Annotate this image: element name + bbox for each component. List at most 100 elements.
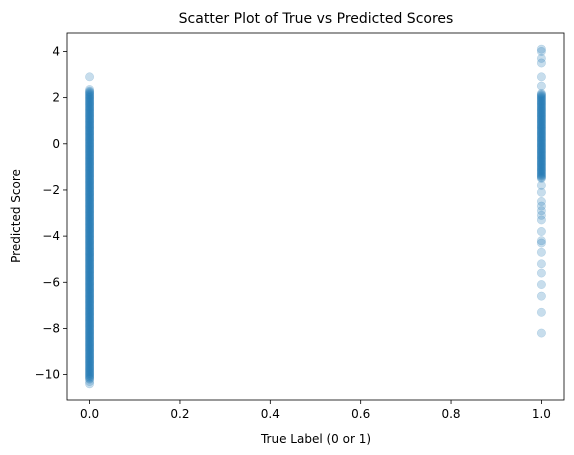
data-point — [85, 288, 95, 298]
data-point — [85, 95, 95, 104]
data-point — [85, 116, 95, 126]
plot-area — [66, 32, 565, 401]
data-point — [536, 169, 546, 179]
data-point — [85, 125, 95, 135]
data-point — [85, 193, 95, 203]
data-point — [85, 185, 95, 195]
data-point — [85, 314, 95, 324]
data-point — [536, 95, 546, 105]
data-point — [85, 243, 95, 253]
data-point — [85, 328, 95, 338]
data-point — [85, 206, 95, 216]
data-point — [85, 232, 95, 242]
data-point — [85, 97, 95, 107]
data-point — [536, 115, 546, 125]
x-tick-label: 0.2 — [170, 407, 189, 421]
data-point — [85, 86, 95, 96]
data-point — [85, 186, 95, 196]
data-point — [85, 211, 95, 221]
data-point — [536, 167, 546, 177]
data-point — [536, 201, 546, 211]
data-point — [85, 354, 95, 364]
data-point — [85, 270, 95, 280]
data-point — [85, 123, 95, 133]
data-point — [536, 121, 546, 131]
data-point — [85, 242, 95, 252]
data-point — [536, 81, 546, 91]
y-axis-label: Predicted Score — [9, 169, 23, 263]
data-point — [85, 187, 95, 197]
data-point — [85, 204, 95, 214]
data-point — [536, 89, 546, 99]
data-point — [85, 131, 95, 140]
y-tick-label: 2 — [52, 91, 60, 105]
data-point — [85, 157, 95, 167]
data-point — [85, 141, 95, 151]
data-point — [85, 138, 95, 148]
data-point — [85, 222, 95, 232]
data-point — [85, 205, 95, 215]
data-point — [85, 131, 95, 141]
data-point — [85, 259, 95, 269]
data-point — [85, 348, 95, 358]
y-tick-label: −10 — [35, 368, 60, 382]
data-point — [85, 300, 95, 310]
data-point — [85, 358, 95, 368]
data-point — [536, 180, 546, 190]
data-point — [85, 280, 95, 290]
data-point — [85, 342, 95, 352]
data-point — [85, 191, 95, 200]
data-point — [85, 272, 95, 282]
data-point — [536, 148, 546, 158]
data-point — [536, 152, 546, 162]
data-point — [85, 336, 95, 346]
data-point — [85, 189, 95, 199]
data-point — [85, 237, 95, 247]
data-point — [85, 110, 95, 120]
data-point — [85, 373, 95, 383]
data-point — [85, 296, 95, 306]
data-point — [85, 279, 95, 289]
data-point — [85, 370, 95, 380]
data-point — [85, 359, 95, 368]
data-point — [85, 107, 95, 116]
data-point — [85, 89, 95, 99]
data-point — [85, 334, 95, 344]
data-point — [85, 374, 95, 384]
x-tick-label: 1.0 — [532, 407, 551, 421]
data-point — [85, 192, 95, 202]
data-point — [536, 111, 546, 121]
data-point — [85, 240, 95, 250]
data-point — [85, 113, 95, 123]
data-point — [536, 58, 546, 68]
data-point — [536, 104, 546, 114]
data-point — [85, 319, 95, 329]
axes-frame — [66, 32, 565, 401]
data-point — [536, 135, 546, 145]
data-point — [85, 251, 95, 261]
data-point — [85, 289, 95, 299]
data-point — [85, 304, 95, 314]
data-point — [85, 203, 95, 212]
data-point — [85, 234, 95, 244]
data-point — [85, 226, 95, 236]
data-point — [85, 170, 95, 180]
data-point — [536, 119, 546, 129]
data-point — [85, 367, 95, 377]
data-point — [85, 175, 95, 185]
data-point — [85, 250, 95, 260]
chart-title: Scatter Plot of True vs Predicted Scores — [179, 11, 454, 27]
data-point — [85, 323, 95, 333]
data-point — [85, 349, 95, 359]
data-point — [85, 118, 95, 128]
data-point — [85, 331, 95, 341]
data-point — [536, 140, 546, 150]
data-point — [85, 200, 95, 210]
data-point — [85, 143, 95, 153]
data-point — [85, 315, 95, 325]
data-point — [536, 101, 546, 111]
data-point — [536, 120, 546, 130]
data-point — [85, 93, 95, 103]
data-point — [536, 328, 546, 338]
data-point — [85, 111, 95, 121]
